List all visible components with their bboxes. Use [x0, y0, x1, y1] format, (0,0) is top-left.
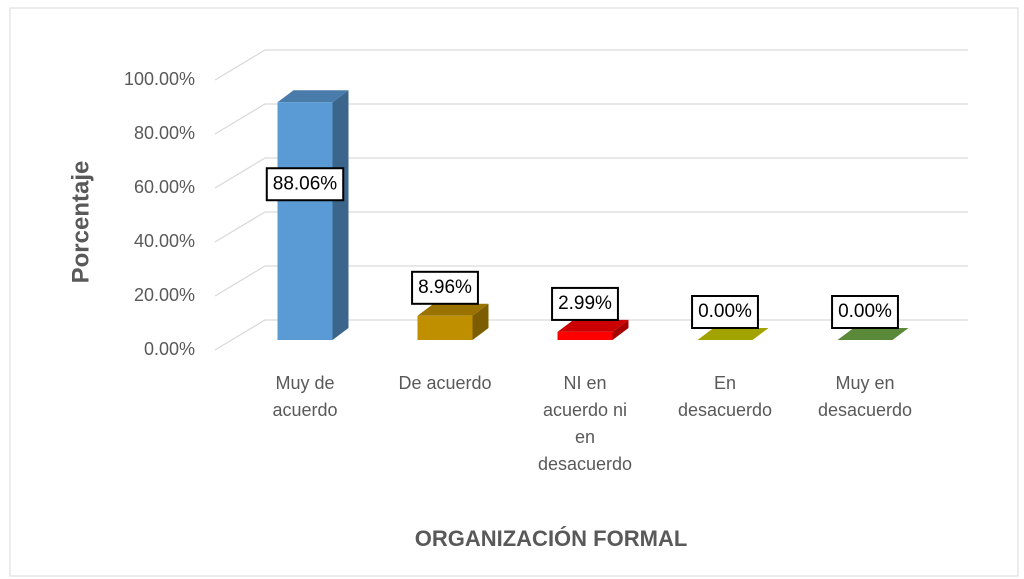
- y-tick-label: 40.00%: [134, 231, 195, 251]
- data-label-group: 0.00%: [691, 295, 759, 329]
- data-label: 0.00%: [698, 301, 752, 322]
- bar-top: [557, 319, 629, 332]
- data-label: 2.99%: [558, 293, 612, 314]
- y-tick-label: 80.00%: [134, 123, 195, 143]
- grid-line: [214, 157, 968, 189]
- y-tick-label: 100.00%: [124, 69, 195, 89]
- data-label-box: [551, 286, 619, 321]
- grid-line: [214, 103, 968, 135]
- bar-side: [472, 303, 489, 340]
- data-label-group: 88.06%: [265, 167, 345, 202]
- data-label-group: 8.96%: [411, 270, 479, 305]
- data-label: 8.96%: [418, 277, 472, 298]
- y-tick-label: 60.00%: [134, 177, 195, 197]
- bar: [557, 331, 613, 340]
- grid-line: [214, 211, 968, 243]
- data-label: 88.06%: [273, 173, 338, 194]
- data-label-group: 2.99%: [551, 286, 619, 321]
- grid-line: [214, 49, 968, 81]
- y-tick-label: 20.00%: [134, 285, 195, 305]
- bar-top: [837, 328, 909, 340]
- x-tick-label: Muy en desacuerdo: [818, 373, 912, 420]
- bar-top: [697, 328, 769, 340]
- data-label: 0.00%: [838, 301, 892, 322]
- bar-top: [417, 303, 489, 316]
- x-tick-label: Muy de acuerdo: [272, 373, 337, 420]
- y-axis-title: Porcentaje: [67, 161, 94, 284]
- bar: [417, 315, 473, 340]
- data-label-box: [265, 167, 345, 202]
- data-label-box: [831, 295, 899, 329]
- bar-top: [277, 90, 349, 103]
- x-tick-label: NI en acuerdo ni en desacuerdo: [538, 373, 632, 474]
- grid-line: [214, 265, 968, 297]
- x-axis-title: ORGANIZACIÓN FORMAL: [415, 526, 688, 551]
- x-tick-label: De acuerdo: [398, 373, 491, 393]
- data-label-group: 0.00%: [831, 295, 899, 329]
- bar: [277, 102, 333, 340]
- chart-frame: [9, 7, 1019, 577]
- data-label-box: [691, 295, 759, 329]
- bar-side: [332, 90, 349, 340]
- bar-side: [612, 319, 629, 340]
- data-label-box: [411, 270, 479, 305]
- y-tick-label: 0.00%: [144, 339, 195, 359]
- x-tick-label: En desacuerdo: [678, 373, 772, 420]
